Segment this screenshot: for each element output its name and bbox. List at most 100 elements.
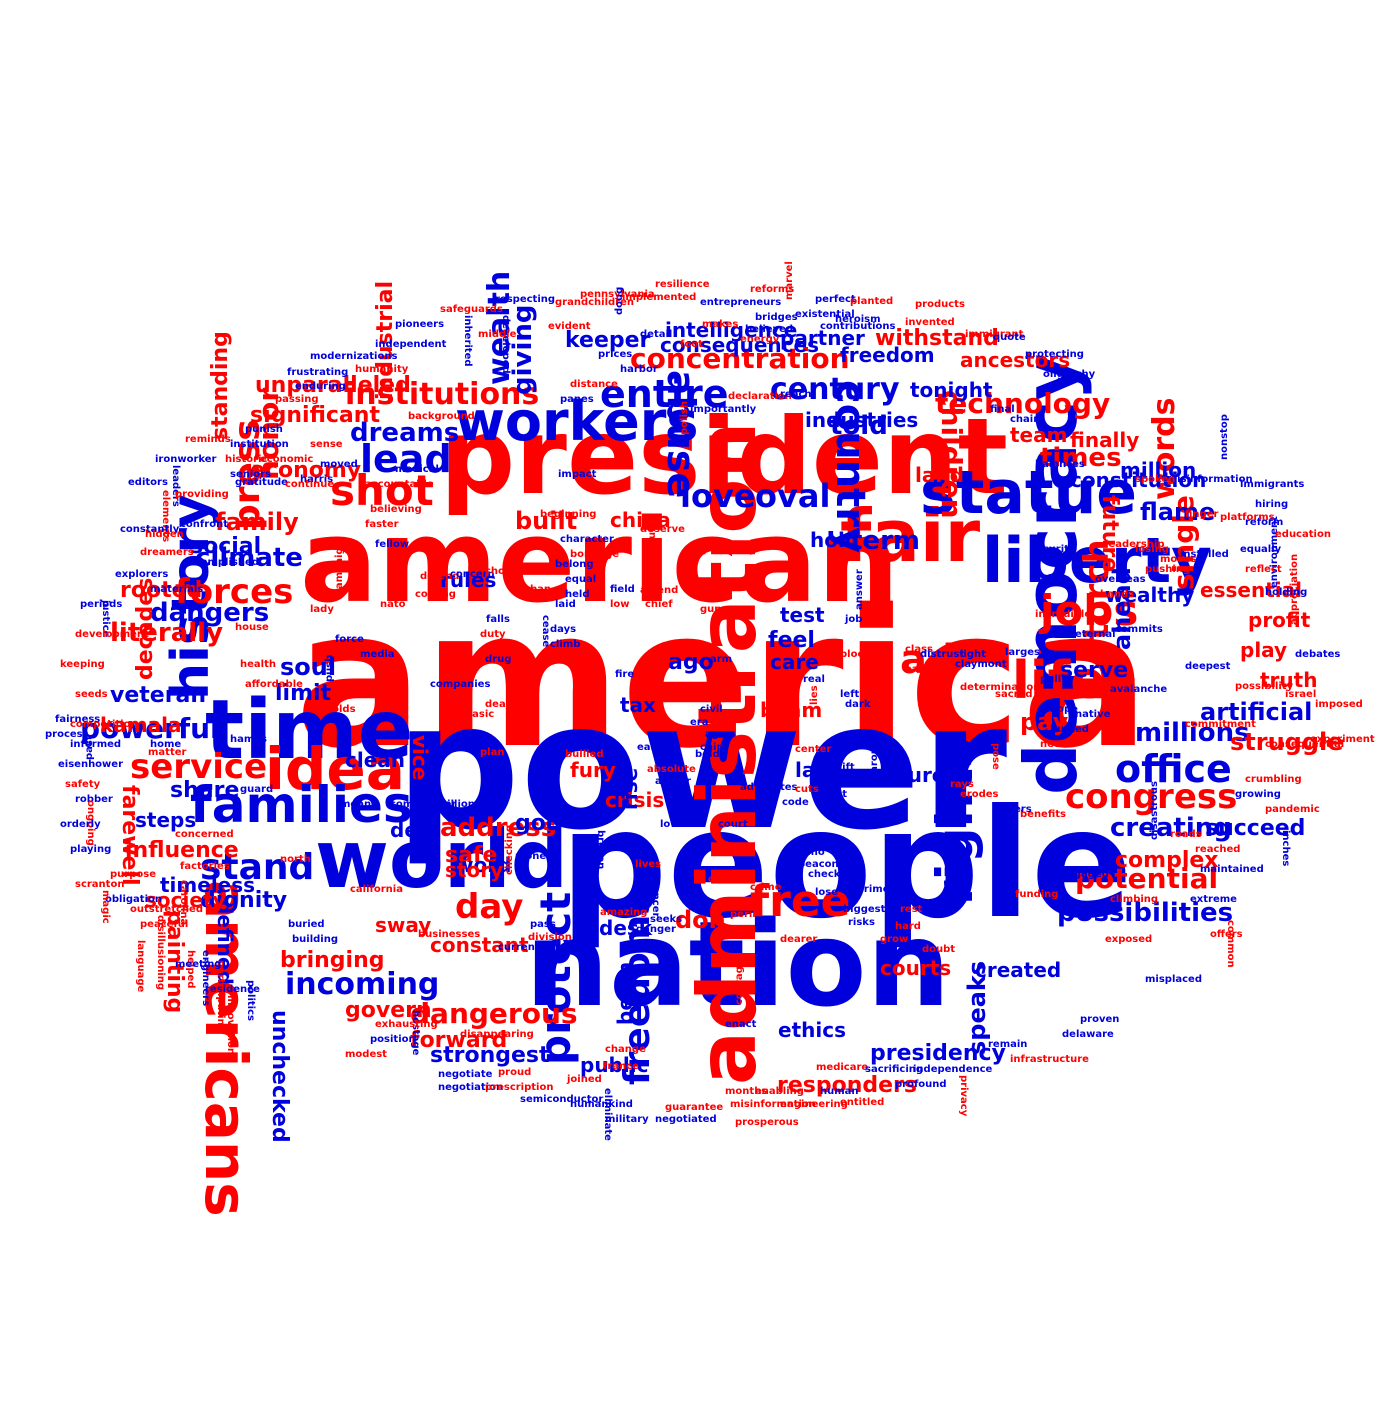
word-california: california [350, 884, 403, 895]
word-funding: funding [1015, 889, 1059, 900]
word-choose: choose [485, 566, 525, 577]
word-punish: punish [245, 424, 283, 435]
word-defend: defend [420, 571, 460, 582]
word-hold: hold [810, 528, 860, 552]
word-impact: impact [558, 469, 597, 480]
word-prosperous: prosperous [735, 1117, 799, 1128]
word-president: president [440, 396, 1008, 518]
word-lose: lose [815, 887, 839, 898]
word-frustrating: frustrating [287, 367, 349, 378]
word-possibilities: possibilities [1057, 898, 1234, 928]
word-absolute: absolute [647, 764, 696, 775]
word-medical: medical [395, 464, 439, 475]
word-answer: answer [854, 569, 865, 610]
word-address: address [440, 813, 557, 843]
word-continue: continue [285, 479, 335, 490]
word-negotiated: negotiated [655, 1114, 717, 1125]
word-drug: drug [485, 654, 512, 665]
word-courts: courts [880, 956, 952, 980]
word-rules: rules [440, 568, 497, 592]
word-influence: influence [125, 838, 239, 863]
word-polish: polish [679, 401, 690, 435]
word-begin: begin [613, 961, 637, 1025]
word-power: power [395, 666, 1008, 869]
word-means: means [340, 799, 378, 810]
word-laid: laid [555, 599, 576, 610]
word-humankind: humankind [570, 1099, 633, 1110]
word-essential: essential [1200, 578, 1302, 602]
word-endure: endure [647, 520, 658, 560]
word-nation: nation [525, 895, 951, 1033]
word-hamas: hamas [230, 734, 267, 745]
word-disinformation: disinformation [1170, 474, 1253, 485]
word-rise: rise [618, 767, 642, 810]
word-reflect: reflect [1245, 564, 1282, 575]
word-america: america [295, 569, 1150, 790]
word-participating: participating [215, 960, 226, 1033]
word-dark: dark [845, 699, 871, 710]
word-millions: millions [1135, 718, 1250, 748]
word-nato: nato [380, 599, 406, 610]
word-humanity: humanity [355, 364, 409, 375]
word-protect: protect [531, 891, 580, 1065]
word-amber: amber [655, 776, 692, 787]
word-busted: busted [1050, 724, 1089, 735]
word-force: force [335, 634, 364, 645]
word-courage: courage [734, 959, 745, 1005]
word-pull: pull [1040, 674, 1062, 685]
word-dreamers: dreamers [140, 547, 194, 558]
word-clean: clean [345, 748, 406, 772]
word-meeting: meeting [175, 959, 222, 970]
word-importantly: importantly [690, 404, 757, 415]
word-benefits: benefits [1020, 809, 1066, 820]
word-losing: losing [1135, 544, 1169, 555]
word-deal: deal [390, 818, 439, 842]
word-team: team [1010, 423, 1068, 447]
word-unchecked: unchecked [267, 1010, 292, 1143]
word-fairness: fairness [55, 714, 101, 725]
word-obligation: obligation [105, 894, 162, 905]
word-doubt: doubt [922, 944, 956, 955]
word-nonstop: nonstop [1219, 414, 1230, 460]
word-amazing: amazing [600, 907, 648, 918]
word-human: human [820, 1086, 859, 1097]
word-built: built [515, 507, 578, 535]
word-complex: complex [1115, 848, 1219, 873]
word-beginning: beginning [540, 509, 597, 520]
word-believing: believing [370, 504, 422, 515]
word-court: court [718, 819, 748, 830]
word-bondage: bondage [570, 549, 619, 560]
word-society: society [145, 888, 226, 912]
word-falls: falls [486, 614, 510, 625]
word-advocates: advocates [740, 782, 798, 793]
word-equal: equal [565, 574, 597, 585]
word-modernizations: modernizations [310, 351, 398, 362]
word-confront: confront [180, 519, 228, 530]
word-timeless: timeless [160, 873, 256, 897]
word-biggest: biggest [843, 904, 886, 915]
word-lady: lady [310, 604, 334, 615]
word-kamala: kamala [100, 713, 182, 737]
word-institutions: institutions [345, 377, 540, 412]
word-eliminate: eliminate [602, 1088, 613, 1141]
word-checking: checking [504, 824, 515, 875]
word-ensure: ensure [868, 763, 946, 787]
word-fellow: fellow [375, 539, 410, 550]
word-pass: pass [530, 919, 556, 930]
word-constant: constant [430, 933, 529, 957]
word-code: code [782, 797, 809, 808]
word-push: push [324, 654, 335, 682]
word-creating: creating [1110, 813, 1232, 843]
word-lower: lower [660, 819, 692, 830]
word-jobs: jobs [1040, 586, 1139, 635]
word-hiring: hiring [1255, 499, 1289, 510]
word-field: field [610, 584, 635, 595]
word-engaged: engaged [1060, 869, 1109, 880]
word-leaders: leaders [170, 465, 181, 507]
word-position: position [370, 1034, 416, 1045]
word-sacrificing: sacrificing [865, 1064, 924, 1075]
word-sacred: sacred [995, 689, 1033, 700]
word-withstand: withstand [875, 326, 999, 351]
word-pushing: pushing [1145, 564, 1191, 575]
